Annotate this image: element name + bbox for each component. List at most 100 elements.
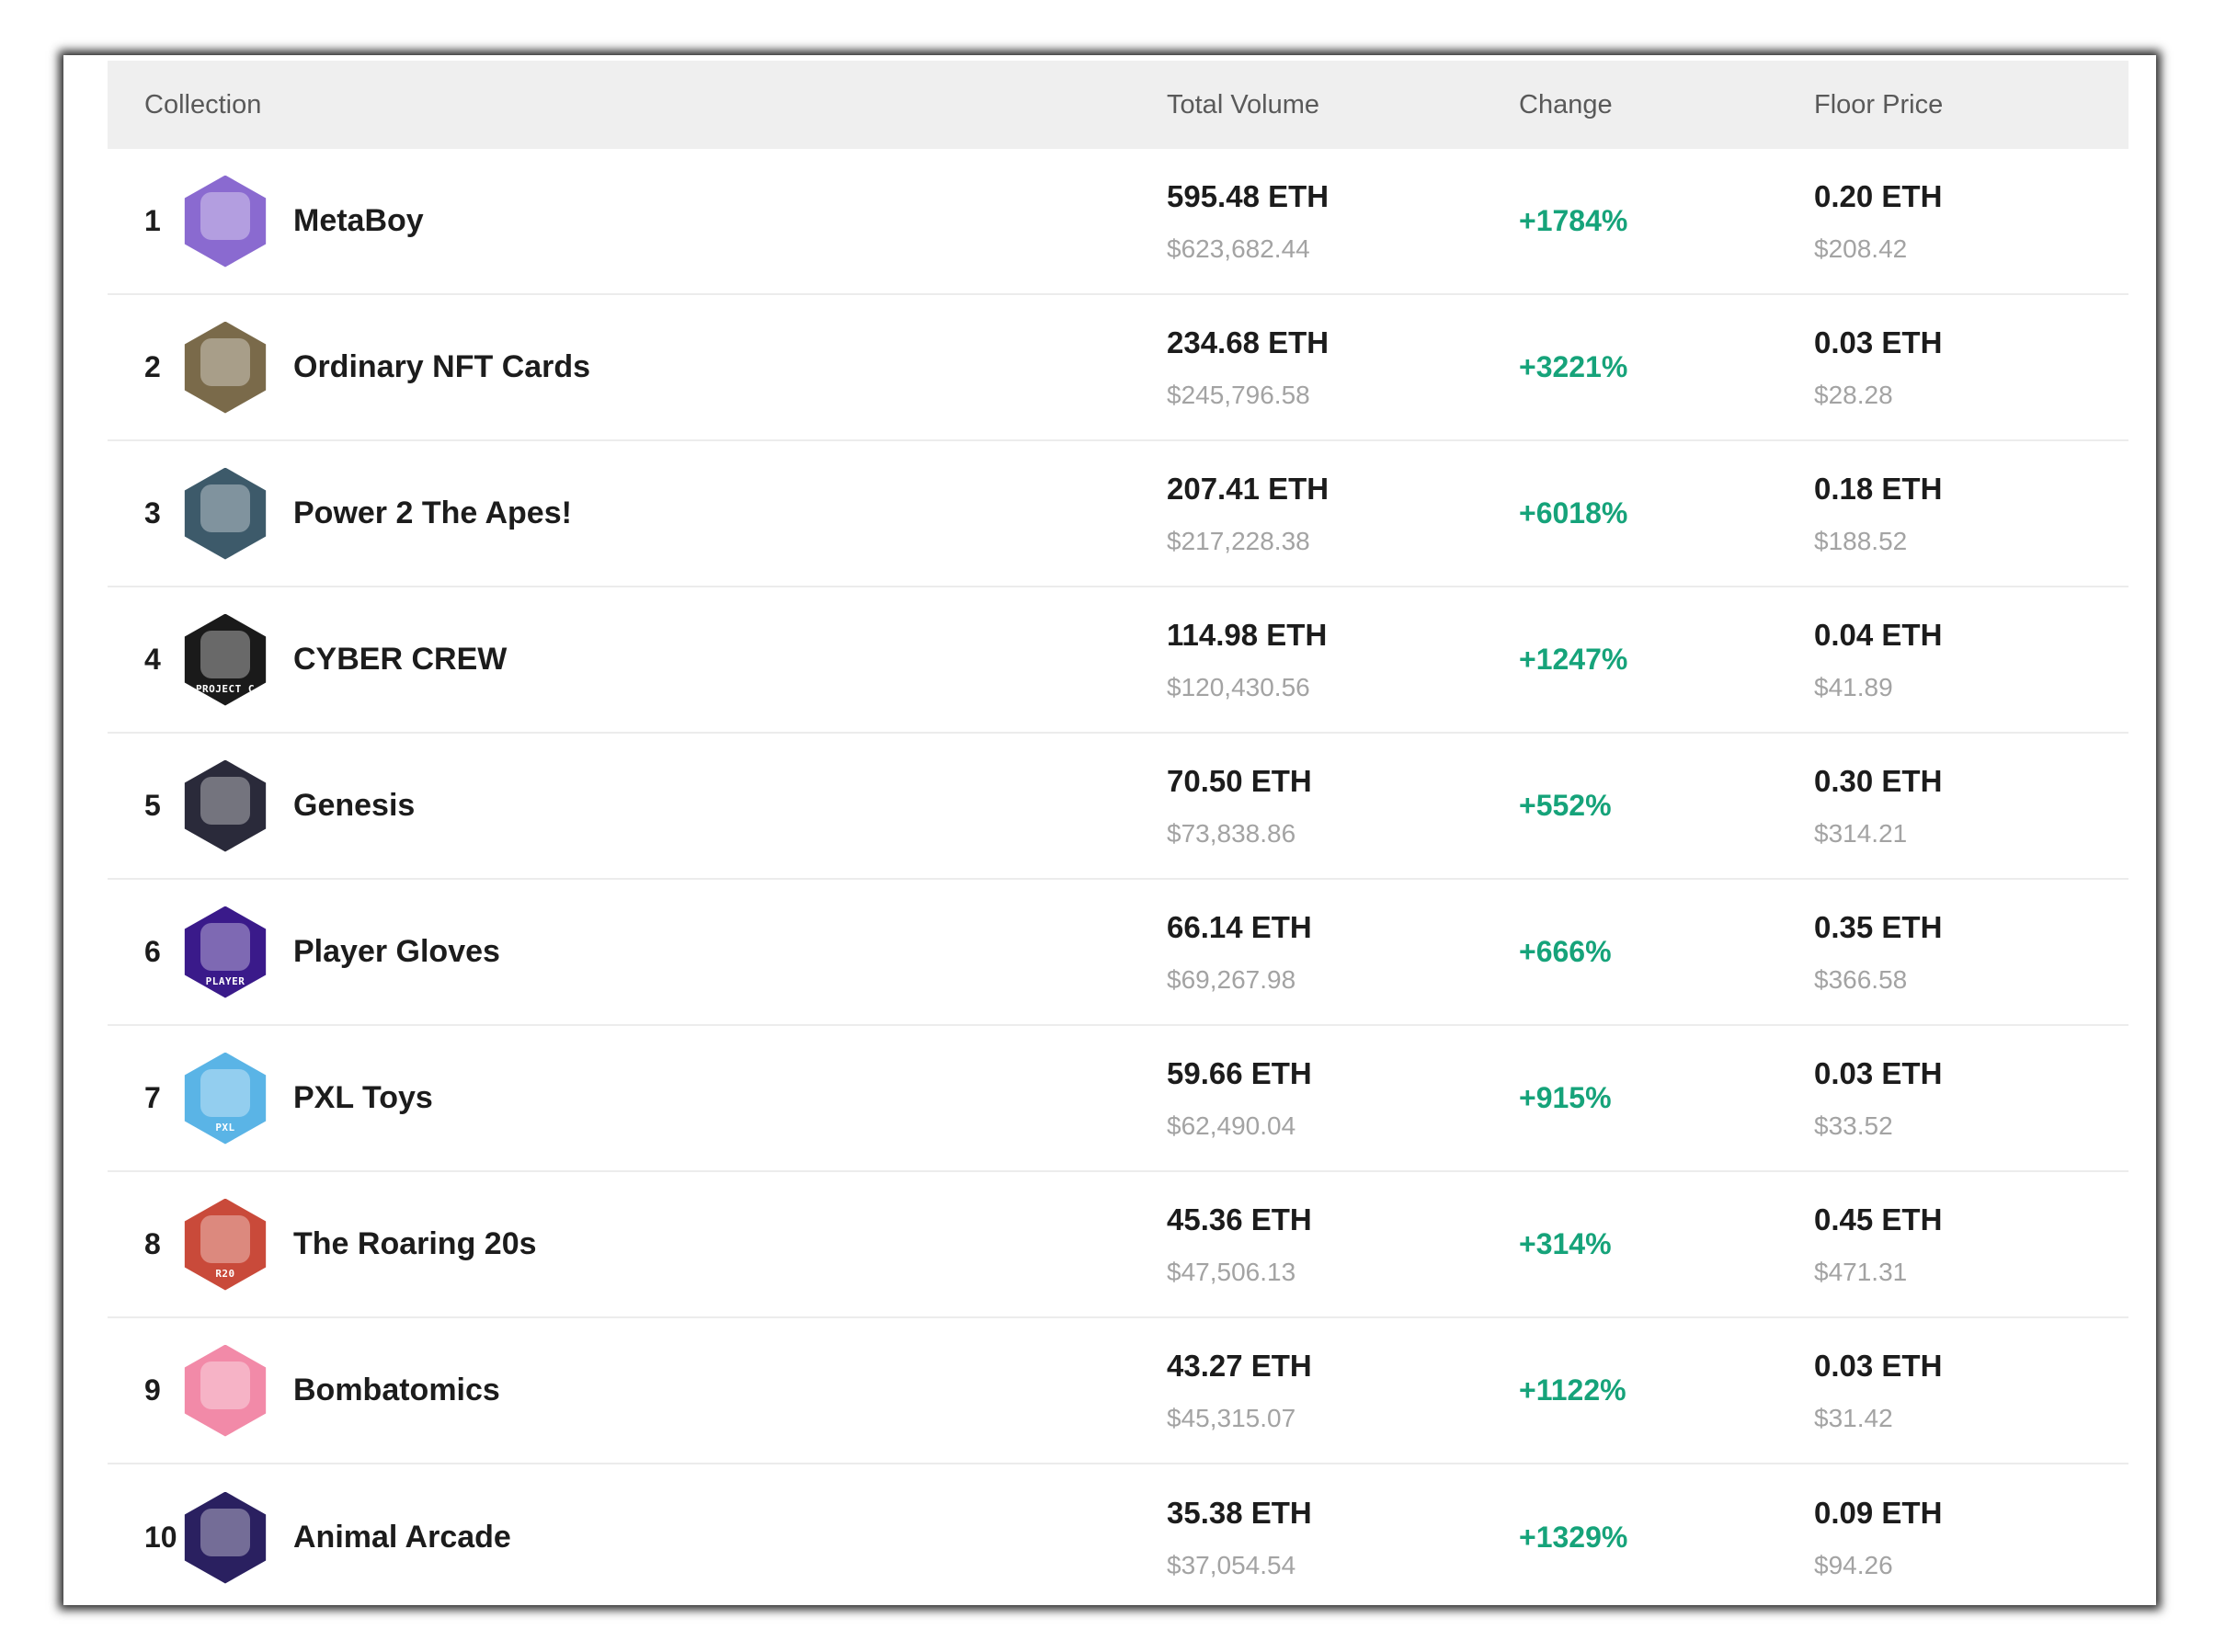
collection-name[interactable]: Bombatomics — [293, 1373, 500, 1407]
table-row[interactable]: 5 Genesis 70.50 ETH $73,838.86 +552% 0.3… — [108, 734, 2128, 880]
floor-usd: $314.21 — [1814, 818, 1908, 848]
the-roaring-20s-logo-icon[interactable]: R20 — [184, 1198, 267, 1291]
floor-price-cell: 0.45 ETH $471.31 — [1814, 1202, 2128, 1287]
table-row[interactable]: 6 PLAYER Player Gloves 66.14 ETH $69,267… — [108, 880, 2128, 1026]
rank-number: 5 — [144, 789, 161, 822]
rank-number: 7 — [144, 1081, 161, 1114]
change-cell: +314% — [1519, 1227, 1814, 1261]
collection-name[interactable]: Power 2 The Apes! — [293, 496, 572, 530]
genesis-logo-icon[interactable] — [184, 759, 267, 852]
floor-eth: 0.04 ETH — [1814, 617, 1943, 652]
floor-usd: $33.52 — [1814, 1111, 1893, 1140]
change-percent: +666% — [1519, 935, 1612, 968]
rank-number: 3 — [144, 496, 161, 530]
power-2-the-apes-logo-icon[interactable] — [184, 467, 267, 560]
table-row[interactable]: 8 R20 The Roaring 20s 45.36 ETH $47,506.… — [108, 1172, 2128, 1318]
floor-price-cell: 0.03 ETH $33.52 — [1814, 1056, 2128, 1141]
table-row[interactable]: 1 MetaBoy 595.48 ETH $623,682.44 +1784% … — [108, 149, 2128, 295]
logo-text: PROJECT C — [195, 682, 256, 695]
collection-cell[interactable]: 9 Bombatomics — [108, 1344, 1167, 1437]
volume-usd: $45,315.07 — [1167, 1403, 1296, 1432]
collection-cell[interactable]: 10 Animal Arcade — [108, 1491, 1167, 1584]
collection-cell[interactable]: 6 PLAYER Player Gloves — [108, 906, 1167, 998]
floor-eth: 0.45 ETH — [1814, 1202, 1943, 1236]
change-percent: +1122% — [1519, 1373, 1626, 1407]
total-volume-cell: 35.38 ETH $37,054.54 — [1167, 1496, 1519, 1580]
total-volume-cell: 595.48 ETH $623,682.44 — [1167, 179, 1519, 264]
collection-name[interactable]: Ordinary NFT Cards — [293, 349, 591, 384]
logo-text: R20 — [215, 1267, 235, 1280]
collection-cell[interactable]: 4 PROJECT C CYBER CREW — [108, 613, 1167, 706]
change-cell: +1247% — [1519, 643, 1814, 677]
table-row[interactable]: 7 PXL PXL Toys 59.66 ETH $62,490.04 +915… — [108, 1026, 2128, 1172]
volume-eth: 234.68 ETH — [1167, 325, 1330, 359]
volume-eth: 66.14 ETH — [1167, 909, 1312, 944]
bombatomics-logo-icon[interactable] — [184, 1344, 267, 1437]
table-row[interactable]: 2 Ordinary NFT Cards 234.68 ETH $245,796… — [108, 295, 2128, 441]
table-row[interactable]: 9 Bombatomics 43.27 ETH $45,315.07 +1122… — [108, 1318, 2128, 1464]
collection-cell[interactable]: 8 R20 The Roaring 20s — [108, 1198, 1167, 1291]
animal-arcade-logo-icon[interactable] — [184, 1491, 267, 1584]
header-total-volume[interactable]: Total Volume — [1167, 89, 1320, 120]
floor-usd: $208.42 — [1814, 234, 1908, 263]
volume-eth: 207.41 ETH — [1167, 471, 1330, 506]
header-floor-price[interactable]: Floor Price — [1814, 89, 1944, 120]
collections-table: Collection Total Volume Change Floor Pri… — [108, 61, 2128, 1605]
volume-usd: $37,054.54 — [1167, 1550, 1296, 1579]
pxl-toys-logo-icon[interactable]: PXL — [184, 1052, 267, 1145]
collection-cell[interactable]: 2 Ordinary NFT Cards — [108, 321, 1167, 414]
rank-number: 9 — [144, 1373, 161, 1407]
total-volume-cell: 234.68 ETH $245,796.58 — [1167, 325, 1519, 410]
rank-number: 1 — [144, 204, 161, 237]
change-cell: +3221% — [1519, 350, 1814, 384]
cyber-crew-logo-icon[interactable]: PROJECT C — [184, 613, 267, 706]
change-percent: +314% — [1519, 1227, 1612, 1260]
ranking-panel: Collection Total Volume Change Floor Pri… — [63, 55, 2156, 1605]
collection-cell[interactable]: 1 MetaBoy — [108, 175, 1167, 268]
collection-cell[interactable]: 7 PXL PXL Toys — [108, 1052, 1167, 1145]
ordinary-nft-cards-logo-icon[interactable] — [184, 321, 267, 414]
collection-name[interactable]: MetaBoy — [293, 203, 424, 238]
volume-usd: $69,267.98 — [1167, 964, 1296, 994]
collection-name[interactable]: Player Gloves — [293, 934, 500, 969]
change-cell: +552% — [1519, 789, 1814, 823]
table-body: 1 MetaBoy 595.48 ETH $623,682.44 +1784% … — [108, 149, 2128, 1605]
table-row[interactable]: 10 Animal Arcade 35.38 ETH $37,054.54 +1… — [108, 1464, 2128, 1605]
player-gloves-logo-icon[interactable]: PLAYER — [184, 906, 267, 998]
total-volume-cell: 45.36 ETH $47,506.13 — [1167, 1202, 1519, 1287]
floor-price-cell: 0.35 ETH $366.58 — [1814, 910, 2128, 995]
floor-eth: 0.20 ETH — [1814, 178, 1943, 213]
floor-price-cell: 0.20 ETH $208.42 — [1814, 179, 2128, 264]
floor-usd: $94.26 — [1814, 1550, 1893, 1579]
volume-usd: $245,796.58 — [1167, 380, 1310, 409]
change-percent: +6018% — [1519, 496, 1628, 530]
collection-cell[interactable]: 5 Genesis — [108, 759, 1167, 852]
collection-name[interactable]: Genesis — [293, 788, 416, 823]
total-volume-cell: 66.14 ETH $69,267.98 — [1167, 910, 1519, 995]
volume-eth: 45.36 ETH — [1167, 1202, 1312, 1236]
table-row[interactable]: 3 Power 2 The Apes! 207.41 ETH $217,228.… — [108, 441, 2128, 587]
collection-name[interactable]: PXL Toys — [293, 1080, 433, 1115]
change-cell: +1329% — [1519, 1521, 1814, 1555]
floor-eth: 0.03 ETH — [1814, 325, 1943, 359]
header-collection[interactable]: Collection — [144, 89, 262, 120]
rank-number: 2 — [144, 350, 161, 383]
change-percent: +1784% — [1519, 204, 1628, 237]
volume-eth: 59.66 ETH — [1167, 1055, 1312, 1090]
floor-usd: $28.28 — [1814, 380, 1893, 409]
collection-name[interactable]: CYBER CREW — [293, 642, 508, 677]
collection-cell[interactable]: 3 Power 2 The Apes! — [108, 467, 1167, 560]
volume-usd: $47,506.13 — [1167, 1257, 1296, 1286]
floor-eth: 0.09 ETH — [1814, 1495, 1943, 1530]
collection-name[interactable]: Animal Arcade — [293, 1520, 511, 1555]
collection-name[interactable]: The Roaring 20s — [293, 1226, 537, 1261]
header-change[interactable]: Change — [1519, 89, 1613, 120]
change-cell: +915% — [1519, 1081, 1814, 1115]
change-percent: +3221% — [1519, 350, 1628, 383]
floor-eth: 0.30 ETH — [1814, 763, 1943, 798]
metaboy-logo-icon[interactable] — [184, 175, 267, 268]
floor-price-cell: 0.03 ETH $31.42 — [1814, 1349, 2128, 1433]
change-percent: +915% — [1519, 1081, 1612, 1114]
table-row[interactable]: 4 PROJECT C CYBER CREW 114.98 ETH $120,4… — [108, 587, 2128, 734]
logo-text: PXL — [215, 1121, 235, 1134]
